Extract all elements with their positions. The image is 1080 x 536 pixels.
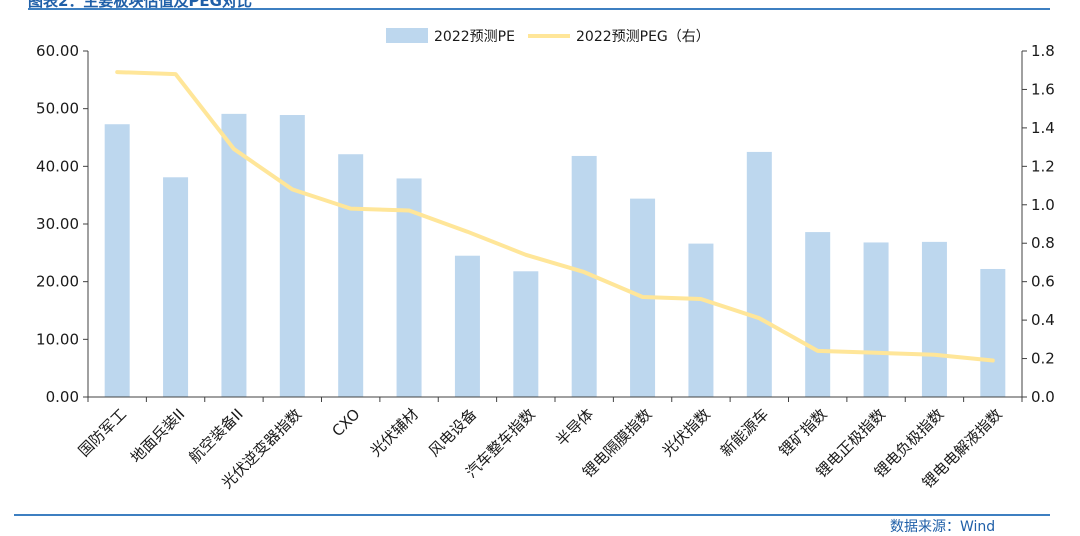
bar-1 [104,124,130,397]
y-right-tick-label: 1.0 [1031,196,1055,214]
y-right-tick-label: 0.4 [1031,311,1055,329]
peg-point-7 [465,230,469,234]
peg-point-15 [932,353,936,357]
peg-point-12 [757,316,761,320]
tick-labels: 0.00 10.00 20.00 30.00 40.00 50.00 60.00 0.0 0.2… [36,42,1055,492]
peg-point-1 [115,70,119,74]
bar-11 [688,243,714,397]
bottom-rule [14,514,1050,516]
x-category-label: CXO [328,405,363,440]
bar-13 [805,232,831,397]
peg-point-6 [407,209,411,213]
peg-point-11 [699,297,703,301]
page-title: 图表2：主要板块估值及PEG对比 [28,0,252,10]
y-right-tick-label: 0.2 [1031,350,1055,368]
y-left-tick-label: 60.00 [36,42,79,60]
chart: 0.00 10.00 20.00 30.00 40.00 50.00 60.00 0.0 0.2… [36,28,1055,492]
x-category-label: 地面兵装II [127,405,188,466]
peg-point-14 [874,351,878,355]
peg-point-3 [232,147,236,151]
bar-2 [163,177,189,397]
peg-point-2 [174,72,178,76]
bar-12 [746,151,772,397]
x-category-label: 新能源车 [717,405,772,460]
x-category-label: 风电设备 [425,405,480,460]
x-category-label: 半导体 [552,405,597,450]
peg-point-16 [991,358,995,362]
y-right-tick-label: 0.0 [1031,388,1055,406]
y-left-tick-label: 40.00 [36,157,79,175]
y-right-tick-label: 0.6 [1031,273,1055,291]
y-left-tick-label: 0.00 [46,388,79,406]
peg-point-4 [290,187,294,191]
legend: 2022预测PE 2022预测PEG（右） [386,28,710,45]
y-right-tick-label: 1.6 [1031,80,1055,98]
y-right-tick-label: 0.8 [1031,234,1055,252]
peg-point-5 [349,207,353,211]
bar-16 [980,268,1006,397]
x-category-label: 锂矿指数 [775,405,830,460]
bar-15 [921,241,947,397]
peg-point-9 [582,270,586,274]
axes [83,50,1027,402]
legend-bar-swatch [386,28,428,43]
source-note: 数据来源：Wind [890,519,996,535]
peg-point-8 [524,253,528,257]
top-rule [28,8,1050,10]
peg-point-13 [816,349,820,353]
y-left-tick-label: 30.00 [36,215,79,233]
peg-point-10 [641,295,645,299]
x-category-label: 国防军工 [75,405,130,460]
x-category-label: 光伏指数 [659,405,714,460]
peg-line [115,70,995,363]
y-left-tick-label: 50.00 [36,100,79,118]
legend-line-label: 2022预测PEG（右） [576,29,710,45]
y-left-tick-label: 10.00 [36,330,79,348]
bar-4 [279,115,305,397]
line-series [115,70,995,363]
y-right-tick-label: 1.4 [1031,119,1055,137]
y-right-tick-label: 1.2 [1031,157,1055,175]
bar-series [104,113,1006,398]
legend-bar-label: 2022预测PE [434,29,515,45]
bar-7 [454,255,480,397]
x-category-label: 光伏辅材 [367,405,422,460]
bar-14 [863,242,889,397]
y-left-tick-label: 20.00 [36,273,79,291]
bar-3 [221,113,247,398]
bar-8 [513,271,539,397]
bar-5 [338,154,364,397]
y-right-tick-label: 1.8 [1031,42,1055,60]
x-category-label: 航空装备II [185,405,246,466]
